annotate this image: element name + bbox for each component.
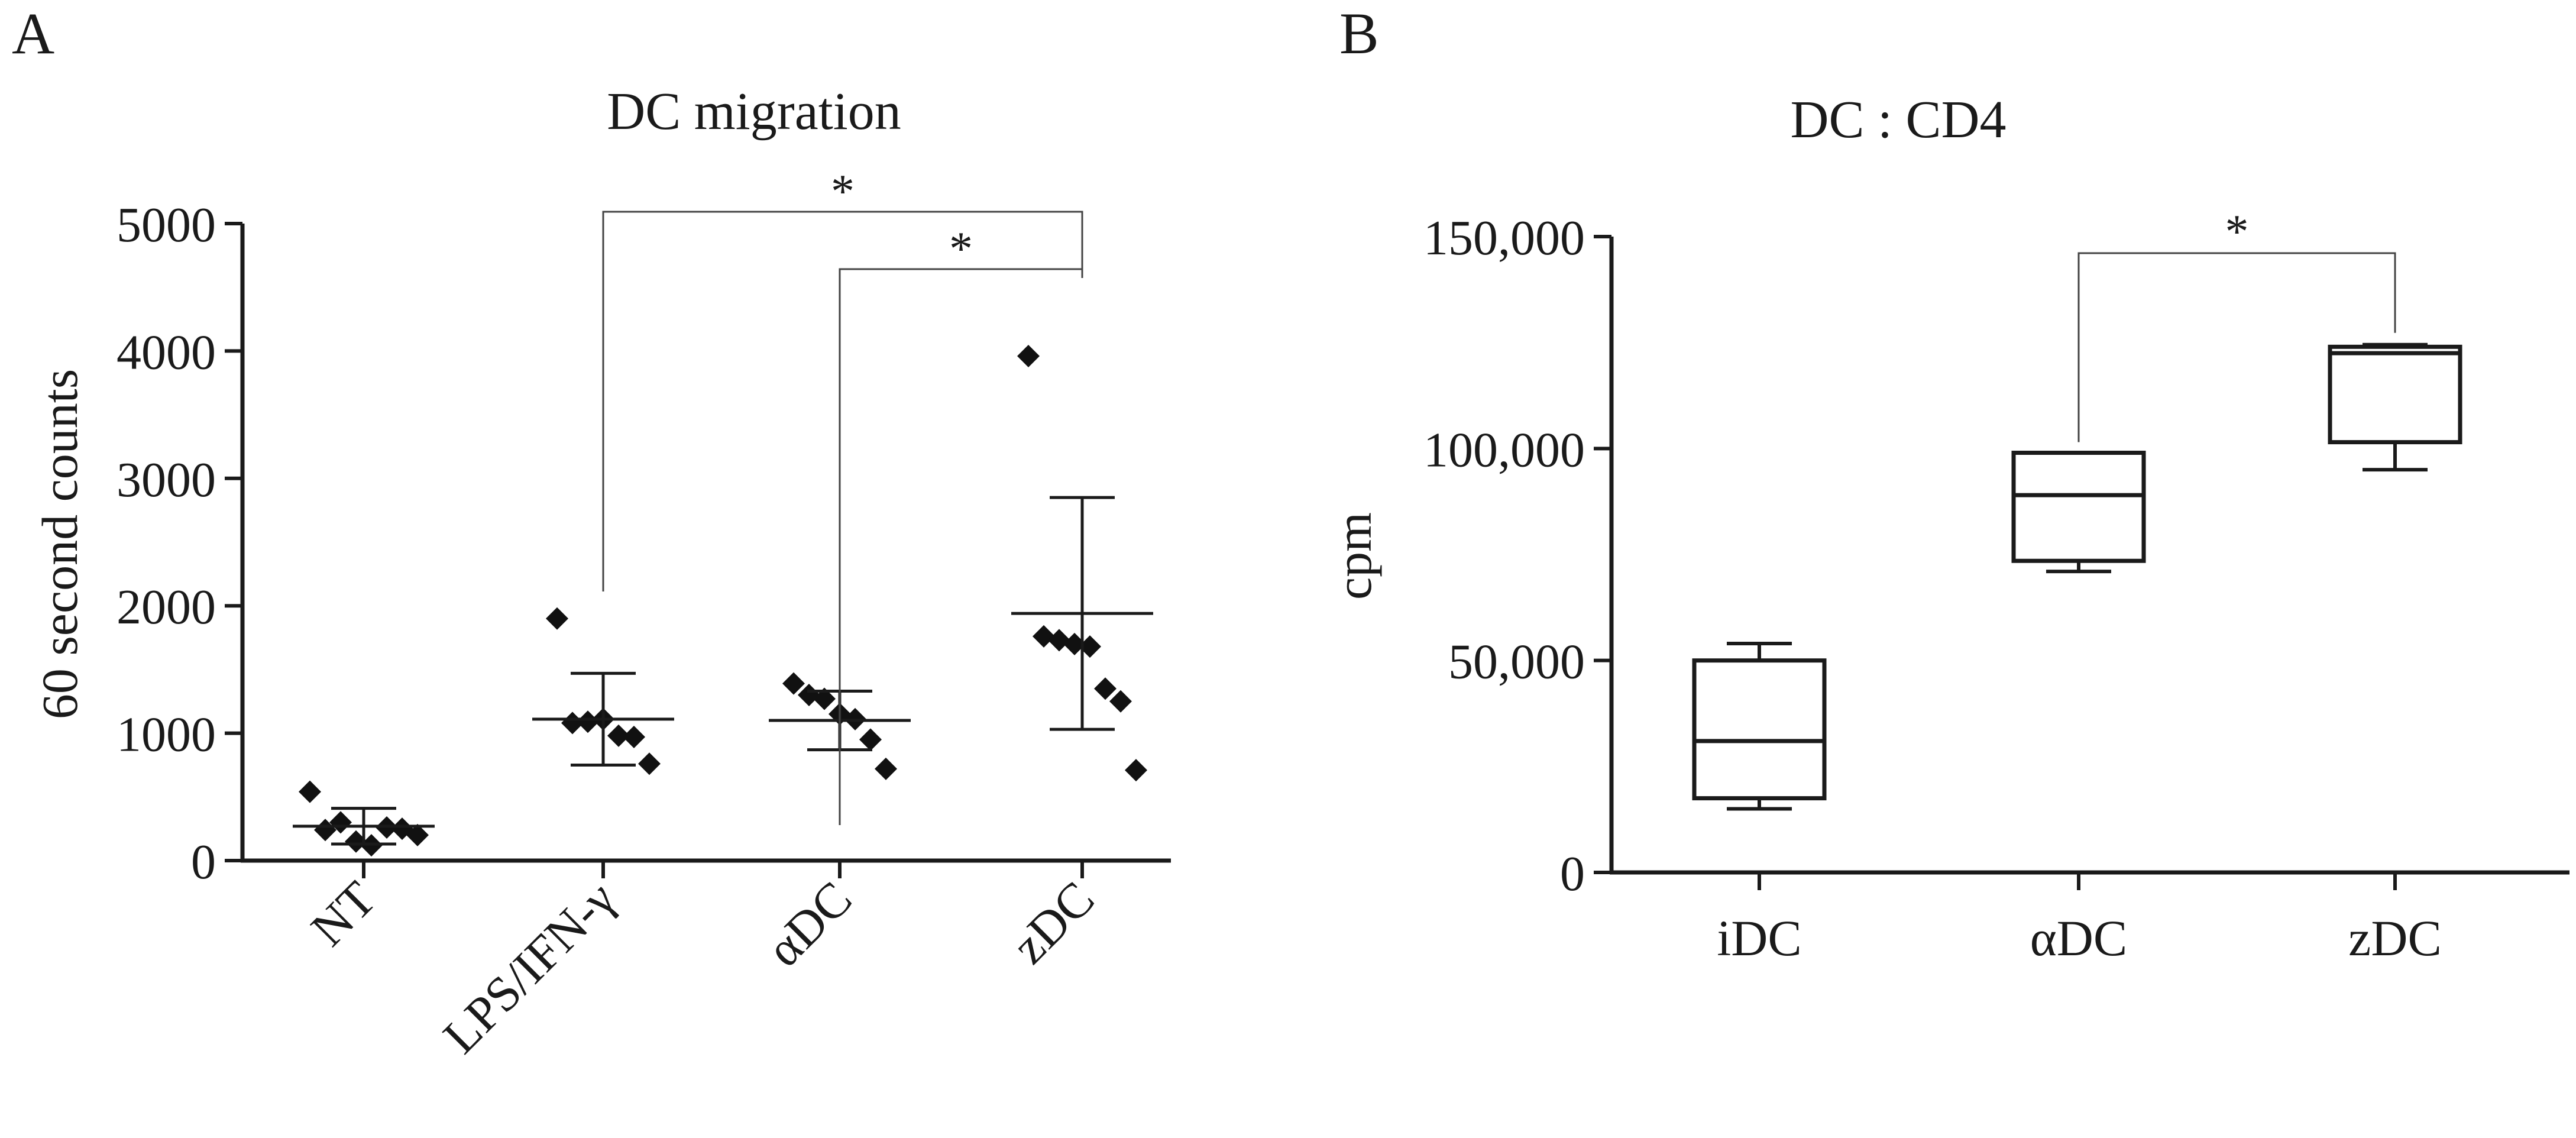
panel-a-data-point xyxy=(561,712,584,735)
panel-a-significance-star: * xyxy=(949,223,973,275)
panel-a-data-point xyxy=(813,687,836,710)
panel-a-letter: A xyxy=(12,1,54,66)
panel-a-data-point xyxy=(859,728,882,751)
panel-a-y-tick-label: 5000 xyxy=(116,198,216,253)
panel-b-box xyxy=(2328,344,2462,445)
panel-a-x-tick-label: LPS/IFN-γ xyxy=(433,871,626,1064)
panel-a-significance-bracket xyxy=(839,268,1083,825)
panel-a-x-tick-label: NT xyxy=(300,871,386,957)
panel-a-y-tick-label: 3000 xyxy=(116,452,216,507)
panel-a-data-point xyxy=(1063,632,1086,655)
panel-a-y-tick-label: 2000 xyxy=(116,580,216,635)
panel-a-data-point xyxy=(607,724,630,747)
panel-b-y-tick-label: 50,000 xyxy=(1448,635,1585,690)
panel-a-plot: 0 1000 2000 3000 4000 5000 NT LPS/IFN-γ αDC zDC * * xyxy=(116,166,1171,1064)
panel-b-ylabel: cpm xyxy=(1325,512,1382,600)
panel-b-significance-star: * xyxy=(2225,206,2249,258)
panel-b-x-tick-label: zDC xyxy=(2348,910,2442,966)
panel-a-data-point xyxy=(782,672,805,695)
panel-a-ylabel: 60 second counts xyxy=(31,369,88,719)
panel-b-plot: 0 50,000 100,000 150,000 iDC αDC zDC * xyxy=(1423,206,2569,966)
panel-a-significance-bracket xyxy=(602,211,1083,591)
panel-b-box xyxy=(2011,451,2146,563)
panel-a-data-point xyxy=(546,607,568,630)
panel-b-y-tick-label: 100,000 xyxy=(1423,422,1585,477)
panel-a-data-point xyxy=(1094,677,1117,700)
panel-a-y-tick-label: 4000 xyxy=(116,325,216,380)
panel-b-x-tick-label: αDC xyxy=(2030,910,2128,966)
panel-b-title: DC : CD4 xyxy=(1790,90,2006,149)
panel-a-data-point xyxy=(299,780,321,803)
panel-a-data-point xyxy=(1079,635,1101,658)
panel-a-y-tick-label: 0 xyxy=(191,835,216,890)
panel-a-data-point xyxy=(1017,345,1040,368)
panel-a-significance-star: * xyxy=(831,166,855,218)
panel-a-data-point xyxy=(406,823,429,846)
panel-b-x-tick-label: iDC xyxy=(1717,910,1801,966)
panel-a-data-point xyxy=(1109,690,1132,713)
panel-b-y-tick-label: 150,000 xyxy=(1423,211,1585,266)
panel-a-data-point xyxy=(1033,625,1055,648)
panel-a-data-point xyxy=(1125,759,1147,782)
panel-a-x-tick-label: zDC xyxy=(1002,871,1105,975)
panel-a-data-point xyxy=(798,683,820,706)
panel-a-data-point xyxy=(577,710,599,733)
panel-a-data-point xyxy=(875,757,897,780)
panel-a-data-point xyxy=(345,830,367,853)
panel-b-box xyxy=(1692,658,1827,801)
panel-a-title: DC migration xyxy=(607,82,901,141)
panel-b-significance-bracket xyxy=(2077,252,2396,442)
panel-a-data-point xyxy=(1048,629,1070,652)
panel-a-data-point xyxy=(623,726,645,749)
panel-a-data-point xyxy=(329,811,352,834)
panel-a-x-tick-label: αDC xyxy=(756,871,862,977)
panel-a-data-point xyxy=(638,752,661,775)
panel-b-y-tick-label: 0 xyxy=(1560,846,1585,901)
panel-a-data-point xyxy=(314,819,336,842)
panel-a-y-tick-label: 1000 xyxy=(116,707,216,762)
panel-b-letter: B xyxy=(1339,1,1379,66)
